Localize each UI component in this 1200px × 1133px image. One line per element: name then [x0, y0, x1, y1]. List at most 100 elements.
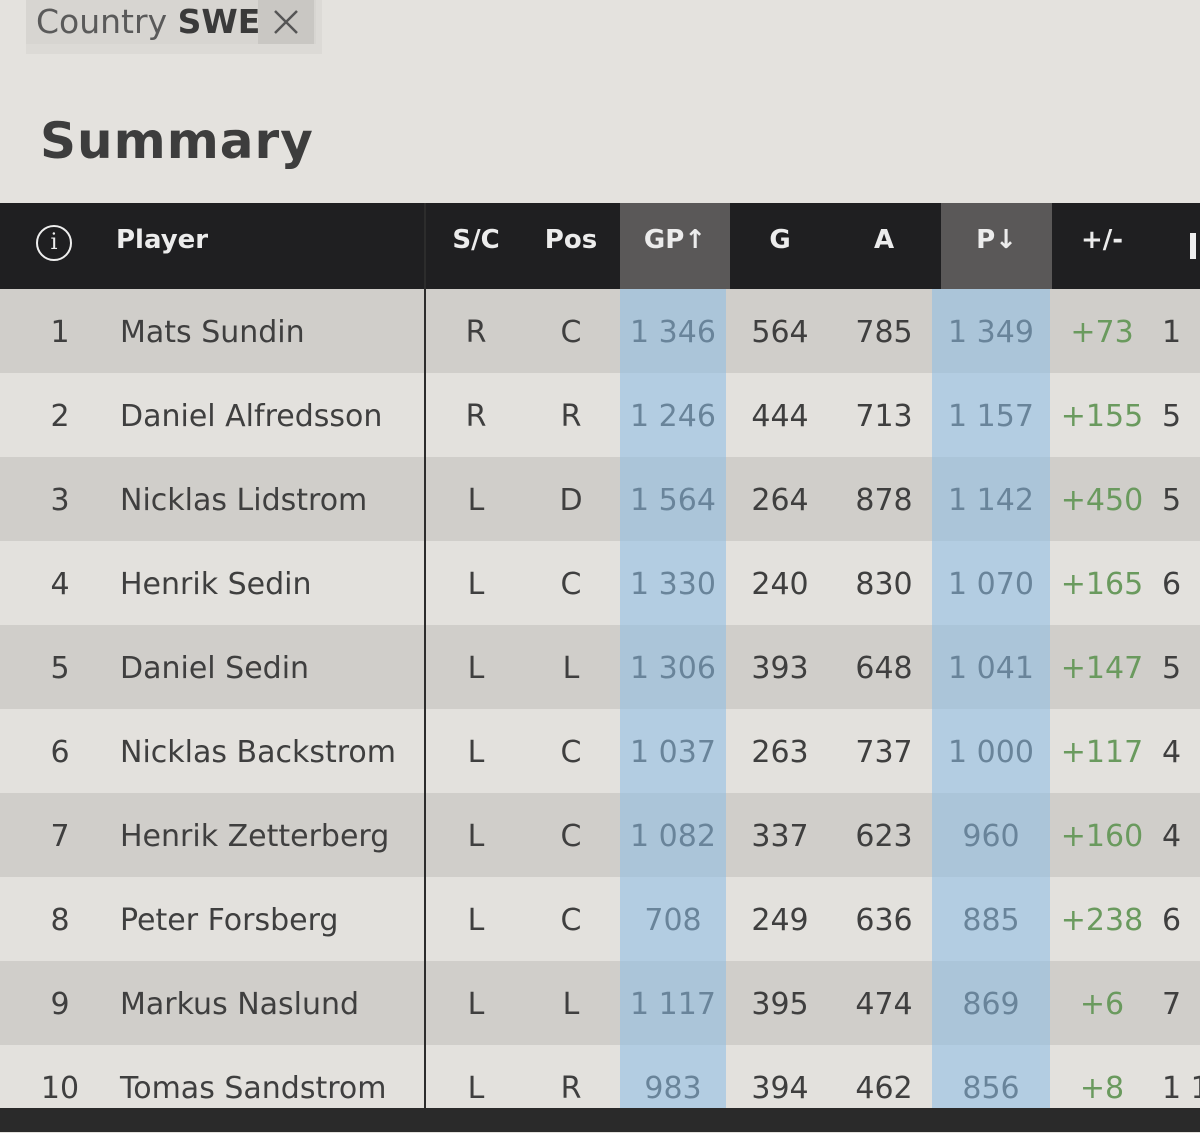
col-header-g[interactable]: G: [769, 225, 791, 255]
plus-minus-cell: +73: [1070, 315, 1134, 350]
close-icon[interactable]: [258, 0, 314, 44]
col-header-a[interactable]: A: [873, 225, 895, 255]
filter-label: Country SWE: [36, 2, 261, 41]
shoots-cell: L: [467, 1071, 485, 1106]
points-cell: 1 070: [948, 567, 1034, 602]
player-name-cell[interactable]: Nicklas Lidstrom: [120, 483, 368, 518]
table-row[interactable]: 1 Mats Sundin R C 1 346 564 785 1 349 +73 1: [0, 289, 1200, 373]
points-cell: 1 349: [948, 315, 1034, 350]
position-cell: C: [560, 819, 582, 854]
position-cell: R: [560, 399, 582, 434]
points-cell: 1 000: [948, 735, 1034, 770]
table-row[interactable]: 5 Daniel Sedin L L 1 306 393 648 1 041 +147 5: [0, 625, 1200, 709]
goals-cell: 395: [751, 987, 809, 1022]
shoots-cell: L: [467, 903, 485, 938]
rank-cell: 1: [50, 315, 70, 350]
assists-cell: 636: [855, 903, 913, 938]
table-row[interactable]: 7 Henrik Zetterberg L C 1 082 337 623 960 +160 4: [0, 793, 1200, 877]
goals-cell: 240: [751, 567, 809, 602]
col-header-plusminus[interactable]: +/-: [1080, 225, 1124, 255]
goals-cell: 393: [751, 651, 809, 686]
stats-table: i Player S/C Pos GP↑ G A P↓ +/- 1 Mats Su…: [0, 203, 1200, 1132]
player-name-cell[interactable]: Daniel Alfredsson: [120, 399, 383, 434]
col-header-p[interactable]: P↓: [941, 203, 1052, 289]
assists-cell: 785: [855, 315, 913, 350]
assists-cell: 623: [855, 819, 913, 854]
info-icon[interactable]: i: [36, 225, 72, 261]
country-filter-chip[interactable]: Country SWE: [26, 0, 316, 44]
shoots-cell: L: [467, 567, 485, 602]
player-name-cell[interactable]: Henrik Zetterberg: [120, 819, 390, 854]
table-row[interactable]: 2 Daniel Alfredsson R R 1 246 444 713 1 157 +155…: [0, 373, 1200, 457]
rank-cell: 8: [50, 903, 70, 938]
position-cell: R: [560, 1071, 582, 1106]
table-row[interactable]: 6 Nicklas Backstrom L C 1 037 263 737 1 000 +117…: [0, 709, 1200, 793]
games-played-cell: 1 306: [630, 651, 716, 686]
shoots-cell: L: [467, 735, 485, 770]
points-cell: 869: [962, 987, 1020, 1022]
games-played-cell: 1 330: [630, 567, 716, 602]
points-cell: 960: [962, 819, 1020, 854]
next-column-cell: 7: [1162, 987, 1182, 1022]
position-cell: C: [560, 903, 582, 938]
player-name-cell[interactable]: Peter Forsberg: [120, 903, 339, 938]
goals-cell: 249: [751, 903, 809, 938]
shoots-cell: L: [467, 651, 485, 686]
shoots-cell: R: [465, 315, 487, 350]
rank-cell: 2: [50, 399, 70, 434]
col-header-more: [1190, 233, 1196, 259]
next-column-cell: 6: [1162, 567, 1182, 602]
next-column-cell: 6: [1162, 903, 1182, 938]
player-name-cell[interactable]: Henrik Sedin: [120, 567, 312, 602]
assists-cell: 737: [855, 735, 913, 770]
assists-cell: 474: [855, 987, 913, 1022]
plus-minus-cell: +238: [1060, 903, 1144, 938]
games-played-cell: 1 564: [630, 483, 716, 518]
games-played-cell: 1 037: [630, 735, 716, 770]
goals-cell: 263: [751, 735, 809, 770]
plus-minus-cell: +6: [1079, 987, 1125, 1022]
player-name-cell[interactable]: Mats Sundin: [120, 315, 305, 350]
table-row[interactable]: 3 Nicklas Lidstrom L D 1 564 264 878 1 142 +450 5: [0, 457, 1200, 541]
col-header-gp[interactable]: GP↑: [620, 203, 730, 289]
goals-cell: 394: [751, 1071, 809, 1106]
player-name-cell[interactable]: Tomas Sandstrom: [120, 1071, 387, 1106]
rank-cell: 7: [50, 819, 70, 854]
games-played-cell: 1 082: [630, 819, 716, 854]
player-name-cell[interactable]: Nicklas Backstrom: [120, 735, 397, 770]
games-played-cell: 1 117: [630, 987, 716, 1022]
next-column-cell: 5: [1162, 483, 1182, 518]
rank-cell: 3: [50, 483, 70, 518]
goals-cell: 564: [751, 315, 809, 350]
games-played-cell: 708: [644, 903, 702, 938]
assists-cell: 462: [855, 1071, 913, 1106]
col-header-sc[interactable]: S/C: [452, 225, 500, 255]
position-cell: L: [562, 651, 580, 686]
games-played-cell: 1 346: [630, 315, 716, 350]
table-row[interactable]: 8 Peter Forsberg L C 708 249 636 885 +238 6: [0, 877, 1200, 961]
shoots-cell: L: [467, 483, 485, 518]
position-cell: C: [560, 567, 582, 602]
page-title: Summary: [40, 112, 314, 170]
plus-minus-cell: +147: [1060, 651, 1144, 686]
table-row[interactable]: 4 Henrik Sedin L C 1 330 240 830 1 070 +165 6: [0, 541, 1200, 625]
goals-cell: 444: [751, 399, 809, 434]
points-cell: 1 041: [948, 651, 1034, 686]
player-name-cell[interactable]: Markus Naslund: [120, 987, 360, 1022]
player-name-cell[interactable]: Daniel Sedin: [120, 651, 310, 686]
assists-cell: 878: [855, 483, 913, 518]
plus-minus-cell: +165: [1060, 567, 1144, 602]
col-header-player[interactable]: Player: [116, 225, 209, 255]
position-cell: D: [559, 483, 583, 518]
next-column-cell: 4: [1162, 735, 1182, 770]
rank-cell: 5: [50, 651, 70, 686]
table-row[interactable]: 9 Markus Naslund L L 1 117 395 474 869 +6 7: [0, 961, 1200, 1045]
rank-cell: 6: [50, 735, 70, 770]
shoots-cell: L: [467, 987, 485, 1022]
plus-minus-cell: +160: [1060, 819, 1144, 854]
plus-minus-cell: +117: [1060, 735, 1144, 770]
plus-minus-cell: +450: [1060, 483, 1144, 518]
col-header-pos[interactable]: Pos: [544, 225, 598, 255]
assists-cell: 648: [855, 651, 913, 686]
plus-minus-cell: +155: [1060, 399, 1144, 434]
